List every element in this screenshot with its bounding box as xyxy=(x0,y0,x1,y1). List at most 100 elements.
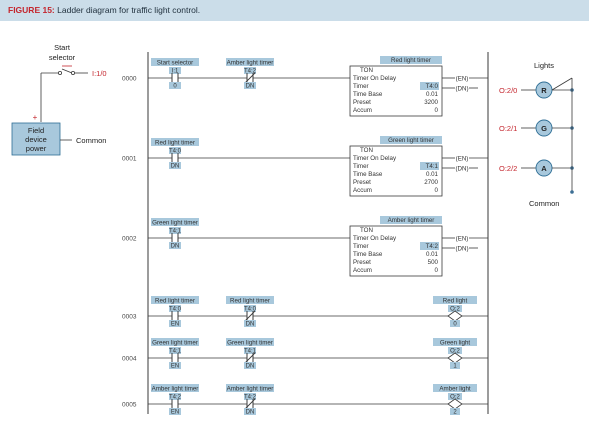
contact-address-bg xyxy=(244,67,256,74)
lights-common-junction xyxy=(570,190,574,194)
contact-label-bg xyxy=(151,58,199,66)
contact-bit-bg xyxy=(244,408,256,415)
output-label-bg xyxy=(433,384,477,392)
timer-row-key: Preset xyxy=(353,259,371,266)
contact-address: T4:2 xyxy=(244,395,257,401)
timer-name: Timer On Delay xyxy=(353,75,397,82)
input-address-label: I:1/0 xyxy=(92,69,107,78)
contact-bit: 0 xyxy=(173,84,177,90)
contact-label-bg xyxy=(151,138,199,146)
contact-address: T4:1 xyxy=(169,229,182,235)
contact-address-bg xyxy=(169,67,181,74)
lights-common-diagonal xyxy=(551,77,573,91)
contact-bit: DN xyxy=(246,410,255,416)
figure-caption-bar xyxy=(0,0,589,21)
contact-bit: EN xyxy=(171,364,179,370)
contact-bit: DN xyxy=(246,364,255,370)
start-selector-label: Start xyxy=(54,43,71,52)
contact-label-bg xyxy=(151,296,199,304)
common-left-label: Common xyxy=(76,136,106,145)
timer-row-value: T4:2 xyxy=(426,243,439,250)
green-light-letter: G xyxy=(541,124,547,133)
figure-label: FIGURE 15: xyxy=(8,5,55,15)
timer-row-value: 0.01 xyxy=(426,171,439,178)
timer-row-key: Preset xyxy=(353,99,371,106)
figure-title: Ladder diagram for traffic light control… xyxy=(57,5,201,15)
timer-row-value: 0.01 xyxy=(426,91,439,98)
contact-bit-bg xyxy=(169,408,181,415)
contact-label-bg xyxy=(226,296,274,304)
output-coil xyxy=(447,352,463,364)
timer-block xyxy=(349,145,443,197)
output-bit: 2 xyxy=(453,410,457,416)
timer-block xyxy=(349,225,443,277)
amber-light-address: O:2/2 xyxy=(499,164,517,173)
selector-terminal-right xyxy=(71,71,76,76)
timer-row-key: Timer xyxy=(353,243,369,250)
timer-name: Timer On Delay xyxy=(353,155,397,162)
contact-address-bg xyxy=(169,393,181,400)
power-box-line-1: Field xyxy=(28,126,44,135)
rung-number-0005: 0005 xyxy=(122,402,137,409)
contact-address-bg xyxy=(244,305,256,312)
contact-bit-bg xyxy=(169,162,181,169)
timer-row-key: Time Base xyxy=(353,251,383,258)
timer-row-value: 3200 xyxy=(424,99,438,106)
timer-address-bg xyxy=(420,162,439,170)
rung-number-0001: 0001 xyxy=(122,156,137,163)
timer-row-value: 0 xyxy=(435,187,439,194)
rung-number-0000: 0000 xyxy=(122,76,137,83)
timer-en-output: (EN) xyxy=(456,156,469,163)
timer-row-key: Time Base xyxy=(353,171,383,178)
timer-address-bg xyxy=(420,242,439,250)
timer-block xyxy=(349,65,443,117)
common-right-label: Common xyxy=(529,199,559,208)
lights-title: Lights xyxy=(534,61,554,70)
timer-en-output: (EN) xyxy=(456,76,469,83)
timer-row-value: 0.01 xyxy=(426,251,439,258)
contact-label-bg xyxy=(226,58,274,66)
timer-row-value: 0 xyxy=(435,267,439,274)
selector-terminal-left xyxy=(58,71,63,76)
contact-bit-bg xyxy=(244,362,256,369)
selector-switch-blade xyxy=(61,68,73,74)
contact-bit: DN xyxy=(171,164,180,170)
timer-title-bg xyxy=(380,56,442,64)
field-device-power-box xyxy=(11,122,61,156)
contact-address: T4:2 xyxy=(169,395,182,401)
contact-bit: EN xyxy=(171,410,179,416)
contact-address: T4:0 xyxy=(169,307,182,313)
timer-row-value: T4:0 xyxy=(426,83,439,90)
contact-label: Amber light timer xyxy=(152,386,199,393)
contact-nc-slash xyxy=(244,352,256,364)
timer-row-key: Preset xyxy=(353,179,371,186)
output-bit-bg xyxy=(450,408,460,415)
contact-label: Green light timer xyxy=(152,220,198,227)
contact-label-bg xyxy=(226,338,274,346)
output-bit-bg xyxy=(450,320,460,327)
red-light-address: O:2/0 xyxy=(499,86,517,95)
contact-address: T4:2 xyxy=(244,69,257,75)
timer-row-key: Timer xyxy=(353,163,369,170)
timer-row-key: Time Base xyxy=(353,91,383,98)
contact-label: Amber light timer xyxy=(227,386,274,393)
output-address: O:2 xyxy=(450,395,460,401)
output-label: Amber light xyxy=(439,386,471,393)
rung-number-0004: 0004 xyxy=(122,356,137,363)
contact-label-bg xyxy=(151,218,199,226)
contact-address-bg xyxy=(244,347,256,354)
power-box-line-3: power xyxy=(26,144,47,153)
timer-title-bg xyxy=(380,216,442,224)
timer-title: Amber light timer xyxy=(388,217,435,224)
contact-label-bg xyxy=(226,384,274,392)
timer-row-key: Accum xyxy=(353,107,372,114)
rung-number-0003: 0003 xyxy=(122,314,137,321)
contact-address: T4:1 xyxy=(244,349,257,355)
contact-address-bg xyxy=(169,347,181,354)
contact-label: Amber light timer xyxy=(227,60,274,67)
timer-title: Red light timer xyxy=(391,57,431,64)
contact-label: Start selector xyxy=(157,60,193,67)
contact-bit-bg xyxy=(169,82,181,89)
contact-bit-bg xyxy=(169,242,181,249)
